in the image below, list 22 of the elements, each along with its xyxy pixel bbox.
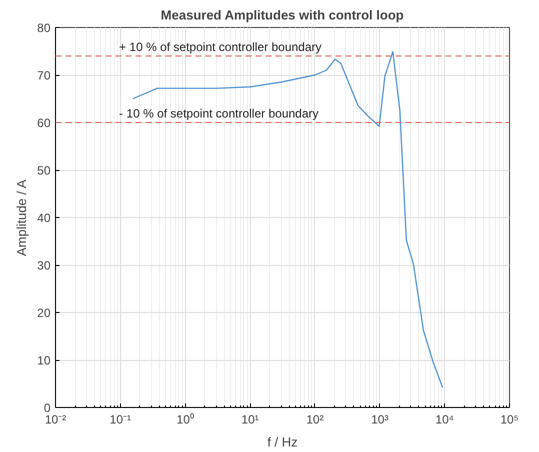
y-tick-label: 0 xyxy=(44,401,51,415)
ref-line-label: + 10 % of setpoint controller boundary xyxy=(119,40,322,54)
y-tick-label: 80 xyxy=(37,21,51,35)
x-tick-label: 10⁵ xyxy=(500,412,519,426)
y-tick-label: 10 xyxy=(37,354,51,368)
x-axis-title: f / Hz xyxy=(267,434,298,450)
y-axis-title: Amplitude / A xyxy=(14,179,30,256)
x-tick-label: 10⁻² xyxy=(44,412,66,426)
y-tick-label: 30 xyxy=(37,258,51,272)
y-tick-label: 40 xyxy=(37,211,51,225)
y-tick-label: 20 xyxy=(37,306,51,320)
x-tick-label: 10¹ xyxy=(241,412,259,426)
y-tick-label: 50 xyxy=(37,164,51,178)
y-tick-label: 70 xyxy=(37,68,51,82)
x-tick-label: 10⁰ xyxy=(176,412,194,426)
ref-line-label: - 10 % of setpoint controller boundary xyxy=(119,106,319,120)
x-tick-label: 10⁻¹ xyxy=(110,412,132,426)
x-tick-label: 10² xyxy=(306,412,324,426)
chart-title: Measured Amplitudes with control loop xyxy=(160,8,404,22)
x-tick-label: 10³ xyxy=(371,412,388,426)
x-tick-label: 10⁴ xyxy=(435,412,454,426)
y-tick-label: 60 xyxy=(37,116,51,130)
